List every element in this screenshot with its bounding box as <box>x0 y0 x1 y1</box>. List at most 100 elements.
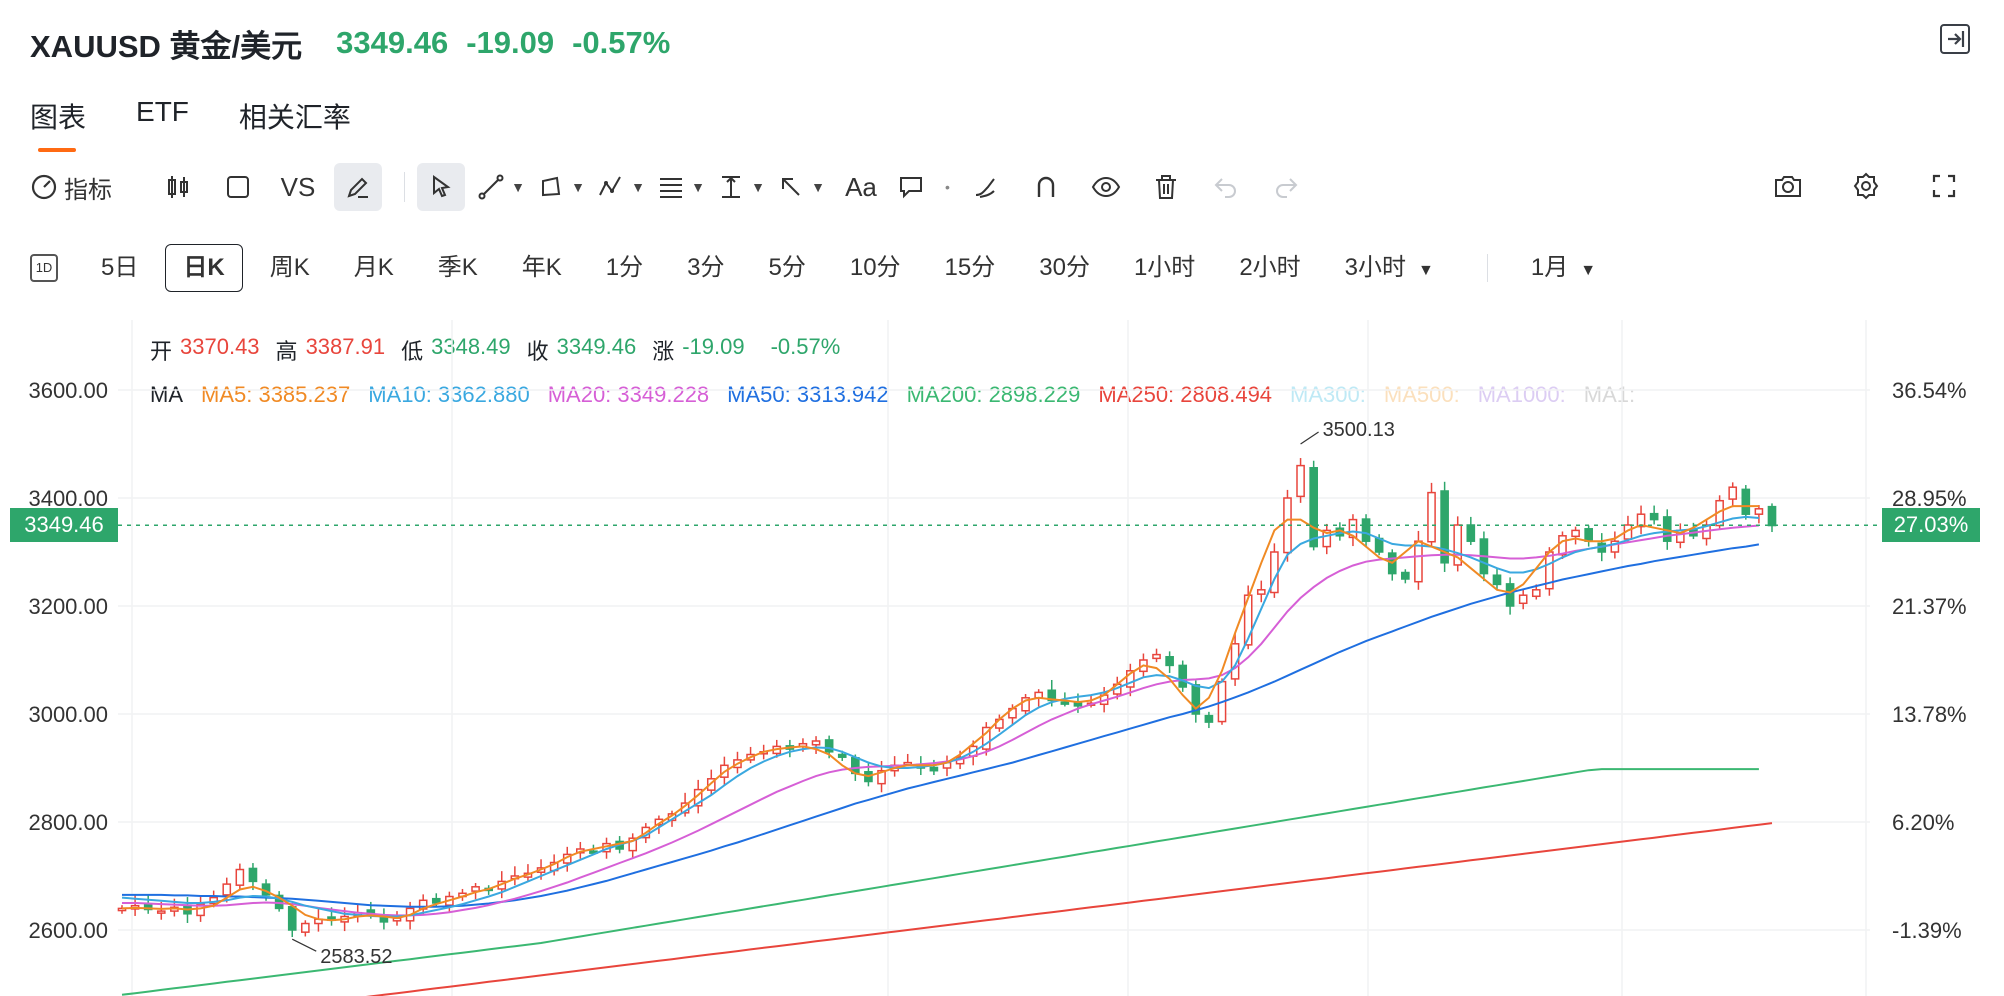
toolbar-divider <box>404 172 405 202</box>
gear-icon <box>1853 172 1879 200</box>
screenshot-button[interactable] <box>1764 162 1812 210</box>
y-tick-label-right: 6.20% <box>1892 810 1954 835</box>
eye-icon <box>1091 176 1121 198</box>
period-1h[interactable]: 1小时 <box>1133 254 1196 281</box>
candle-body <box>1073 701 1083 707</box>
candle-body <box>314 918 323 925</box>
compare-button[interactable]: VS <box>274 163 322 211</box>
measure-tool[interactable]: ▼ <box>717 163 765 211</box>
candle-body <box>196 903 205 917</box>
period-5min[interactable]: 5分 <box>768 254 806 281</box>
zigzag-icon <box>599 176 621 196</box>
tab-etf[interactable]: ETF <box>136 96 189 127</box>
candle-body <box>641 826 651 839</box>
candle-body <box>680 802 690 814</box>
candle-body <box>942 761 952 769</box>
arrow-tool[interactable]: ▼ <box>777 163 825 211</box>
chevron-down-icon: ▼ <box>1580 262 1597 279</box>
trend-line-tool[interactable]: ▼ <box>477 163 525 211</box>
range-dropdown[interactable]: 1月 ▼ <box>1514 245 1613 291</box>
period-weekly[interactable]: 周K <box>269 254 310 281</box>
y-tick-label: 2800.00 <box>28 810 108 835</box>
y-tick-label: 3200.00 <box>28 594 108 619</box>
candle-body <box>117 907 127 912</box>
y-tick-label-right: 21.37% <box>1892 594 1967 619</box>
candle-body <box>1139 659 1148 673</box>
period-quarterly[interactable]: 季K <box>437 254 478 281</box>
period-daily[interactable]: 日K <box>165 244 243 292</box>
candle-body <box>1112 683 1122 695</box>
candle-body <box>130 904 140 910</box>
open-value: 3370.43 <box>180 334 260 359</box>
current-pct-tag: 27.03% <box>1882 508 1980 542</box>
settings-button[interactable] <box>1842 162 1890 210</box>
candle-body <box>484 887 493 892</box>
period-5d[interactable]: 5日 <box>101 254 139 281</box>
calendar-1d-icon[interactable]: 1D <box>30 254 58 282</box>
candle-body <box>445 895 454 906</box>
candle-body <box>1754 508 1764 515</box>
candle-type-button[interactable] <box>154 163 202 211</box>
quote-header: XAUUSD 黄金/美元 3349.46 -19.09 -0.57% <box>30 18 688 68</box>
cursor-tool[interactable] <box>417 163 465 211</box>
trash-icon <box>1155 175 1176 199</box>
arrow-icon <box>782 178 800 196</box>
period-yearly[interactable]: 年K <box>521 254 562 281</box>
candle-body <box>209 896 218 905</box>
exit-fullscreen-icon[interactable] <box>1940 24 1970 54</box>
candle-body <box>1126 670 1135 688</box>
draw-toggle-button[interactable] <box>334 163 382 211</box>
brush-tool[interactable] <box>962 163 1010 211</box>
candle-body <box>1414 540 1423 583</box>
gauge-icon <box>31 174 57 200</box>
tab-related-fx[interactable]: 相关汇率 <box>238 102 351 133</box>
candle-body <box>1034 691 1043 699</box>
rectangle-tool[interactable] <box>214 163 262 211</box>
redo-button[interactable] <box>1262 163 1310 211</box>
ma-label[interactable]: MA <box>150 382 183 407</box>
text-tool[interactable]: Aa <box>837 163 885 211</box>
indicator-label: 指标 <box>64 176 112 204</box>
low-label: 低 <box>401 339 424 364</box>
ma-legend-item: MA1: <box>1583 382 1636 407</box>
comment-tool[interactable]: • <box>897 163 950 211</box>
ma50-line <box>122 543 1760 908</box>
candle-body <box>1230 643 1240 680</box>
candle-body <box>1270 551 1279 594</box>
ma-legend-item: MA20: 3349.228 <box>547 382 710 407</box>
fullscreen-button[interactable] <box>1920 162 1968 210</box>
period-10min[interactable]: 10分 <box>849 254 901 281</box>
fib-lines-icon <box>660 178 683 198</box>
period-1min[interactable]: 1分 <box>605 254 644 281</box>
ma20-line <box>122 524 1759 917</box>
pattern-tool[interactable]: ▼ <box>597 163 645 211</box>
delete-drawings-button[interactable] <box>1142 163 1190 211</box>
magnet-tool[interactable] <box>1022 163 1070 211</box>
ma-legend-item: MA200: 2898.229 <box>906 382 1081 407</box>
visibility-toggle[interactable] <box>1082 163 1130 211</box>
period-monthly[interactable]: 月K <box>353 254 394 281</box>
period-2h[interactable]: 2小时 <box>1239 254 1301 281</box>
period-15min[interactable]: 15分 <box>944 254 996 281</box>
fibonacci-tool[interactable]: ▼ <box>657 163 705 211</box>
period-3min[interactable]: 3分 <box>687 254 725 281</box>
candle-body <box>458 892 467 898</box>
candle-body <box>746 753 755 761</box>
shape-tool[interactable]: ▼ <box>537 163 585 211</box>
current-price-tag: 3349.46 <box>10 508 118 542</box>
candle-body <box>602 842 611 853</box>
high-marker-label: 3500.13 <box>1323 419 1395 441</box>
drawing-toolbar: 指标 VS ▼ ▼ ▼ ▼ ▼ ▼ Aa • <box>30 162 1984 212</box>
period-3h-dropdown[interactable]: 3小时 ▼ <box>1328 245 1451 291</box>
ma200-line <box>121 768 1759 996</box>
candle-body <box>890 764 899 772</box>
chevron-down-icon: ▼ <box>811 179 825 195</box>
undo-button[interactable] <box>1202 163 1250 211</box>
y-tick-label-right: 36.54% <box>1892 378 1967 403</box>
ma-legend-item: MA500: <box>1383 382 1460 407</box>
candle-body <box>1204 714 1214 723</box>
low-marker-label: 2583.52 <box>320 946 392 968</box>
tab-chart[interactable]: 图表 <box>30 96 86 152</box>
period-30min[interactable]: 30分 <box>1039 254 1090 281</box>
indicator-button[interactable]: 指标 <box>30 163 112 211</box>
